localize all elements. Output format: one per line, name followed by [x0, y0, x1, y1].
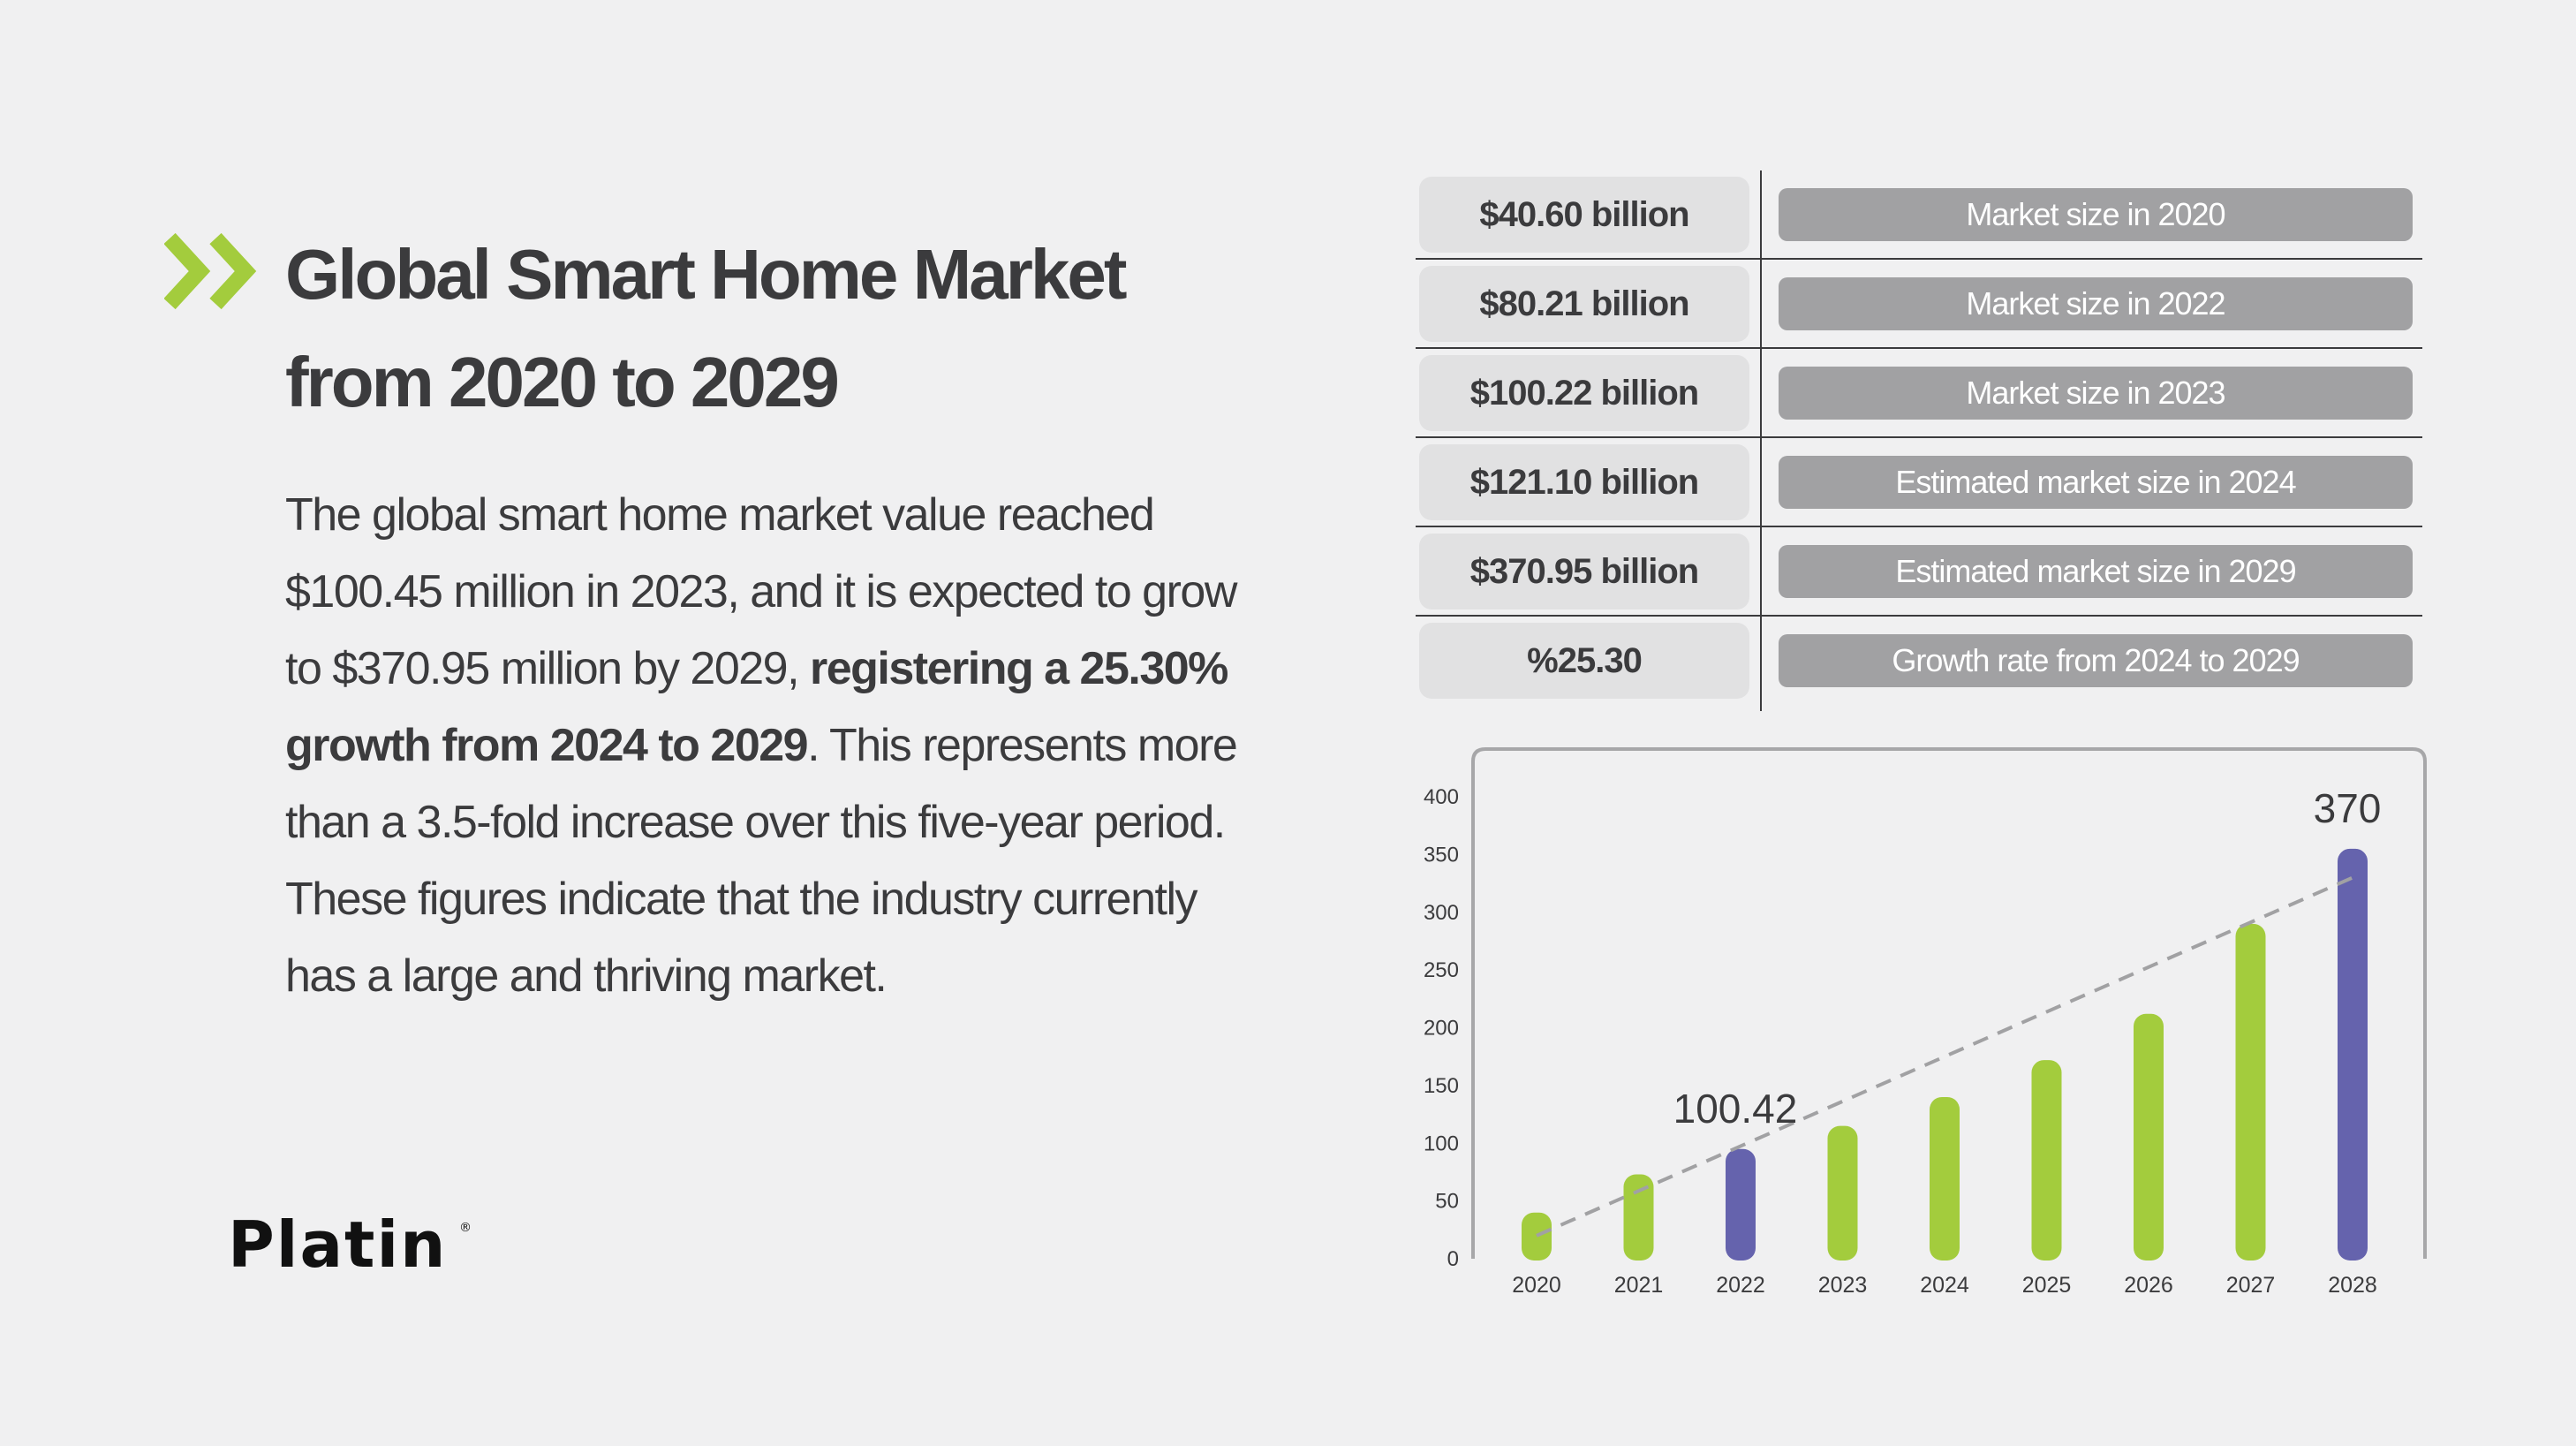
x-tick-label: 2026	[2124, 1273, 2173, 1298]
logo-text: Platin	[228, 1215, 447, 1277]
bar	[1930, 1096, 1960, 1261]
chart-svg: 0 50 100 150 200 250 300 350 400 2020 2021 2022 2023…	[1424, 747, 2427, 1298]
x-tick-label: 2022	[1716, 1273, 1765, 1298]
x-tick-label: 2024	[1920, 1273, 1969, 1298]
stat-label: Estimated market size in 2029	[1779, 545, 2413, 598]
bar	[1726, 1148, 1756, 1261]
chart-frame	[1471, 747, 2427, 1259]
y-tick-label: 50	[1435, 1190, 1459, 1214]
stat-value: $121.10 billion	[1419, 444, 1749, 520]
trend-line	[1536, 875, 2353, 1238]
y-tick-label: 150	[1424, 1074, 1459, 1098]
x-tick-label: 2021	[1614, 1273, 1664, 1298]
row-divider	[1416, 526, 2422, 527]
page-title: Global Smart Home Market from 2020 to 20…	[285, 221, 1212, 436]
stats-row: %25.30 Growth rate from 2024 to 2029	[1416, 617, 2422, 706]
y-tick-label: 0	[1447, 1247, 1459, 1271]
title-line-1: Global Smart Home Market	[285, 235, 1128, 314]
market-bar-chart: 0 50 100 150 200 250 300 350 400 2020 2021 2022 2023…	[1404, 742, 2429, 1307]
stat-value: $40.60 billion	[1419, 177, 1749, 253]
y-tick-label: 350	[1424, 843, 1459, 867]
y-tick-label: 400	[1424, 785, 1459, 809]
stat-label: Market size in 2023	[1779, 367, 2413, 420]
stats-row: $370.95 billion Estimated market size in…	[1416, 527, 2422, 617]
data-label: 100.42	[1673, 1086, 1798, 1132]
data-label: 370	[2314, 785, 2382, 831]
stat-label: Market size in 2022	[1779, 277, 2413, 330]
bar	[1827, 1125, 1858, 1261]
y-tick-label: 100	[1424, 1132, 1459, 1155]
x-tick-label: 2020	[1512, 1273, 1561, 1298]
platin-logo: Platin ®	[228, 1215, 472, 1277]
description-paragraph: The global smart home market value reach…	[285, 477, 1239, 1015]
logo-registered-mark: ®	[459, 1221, 472, 1235]
x-tick-label: 2027	[2226, 1273, 2276, 1298]
stats-row: $80.21 billion Market size in 2022	[1416, 260, 2422, 349]
stat-label: Growth rate from 2024 to 2029	[1779, 634, 2413, 687]
stat-value: $100.22 billion	[1419, 355, 1749, 431]
y-tick-label: 200	[1424, 1017, 1459, 1041]
stat-value: %25.30	[1419, 623, 1749, 699]
bar	[2031, 1060, 2062, 1261]
paragraph-bold-text: registering a 25.30% growth from 2024 to…	[285, 643, 1228, 771]
row-divider	[1416, 347, 2422, 349]
stat-value: $80.21 billion	[1419, 266, 1749, 342]
stats-table: $40.60 billion Market size in 2020 $80.2…	[1416, 170, 2422, 711]
y-tick-label: 250	[1424, 958, 1459, 982]
row-divider	[1416, 258, 2422, 260]
x-tick-label: 2023	[1818, 1273, 1868, 1298]
stats-divider-vertical	[1760, 170, 1762, 711]
stats-row: $40.60 billion Market size in 2020	[1416, 170, 2422, 260]
double-chevron-icon	[164, 232, 257, 310]
stats-row: $100.22 billion Market size in 2023	[1416, 349, 2422, 438]
stat-value: $370.95 billion	[1419, 534, 1749, 609]
stat-label: Estimated market size in 2024	[1779, 456, 2413, 509]
bar	[2235, 923, 2266, 1261]
y-tick-label: 300	[1424, 901, 1459, 925]
x-tick-label: 2028	[2328, 1273, 2377, 1298]
paragraph-text-1: The global smart home market value reach…	[285, 489, 1237, 694]
title-line-2: from 2020 to 2029	[285, 343, 840, 421]
bar	[2134, 1013, 2164, 1261]
stat-label: Market size in 2020	[1779, 188, 2413, 241]
row-divider	[1416, 436, 2422, 438]
row-divider	[1416, 615, 2422, 617]
bar	[1522, 1212, 1552, 1261]
bar	[2338, 848, 2368, 1261]
bar	[1623, 1174, 1654, 1261]
stats-row: $121.10 billion Estimated market size in…	[1416, 438, 2422, 527]
x-tick-label: 2025	[2022, 1273, 2072, 1298]
paragraph-text-2: . This represents more than a 3.5-fold i…	[285, 720, 1238, 1002]
